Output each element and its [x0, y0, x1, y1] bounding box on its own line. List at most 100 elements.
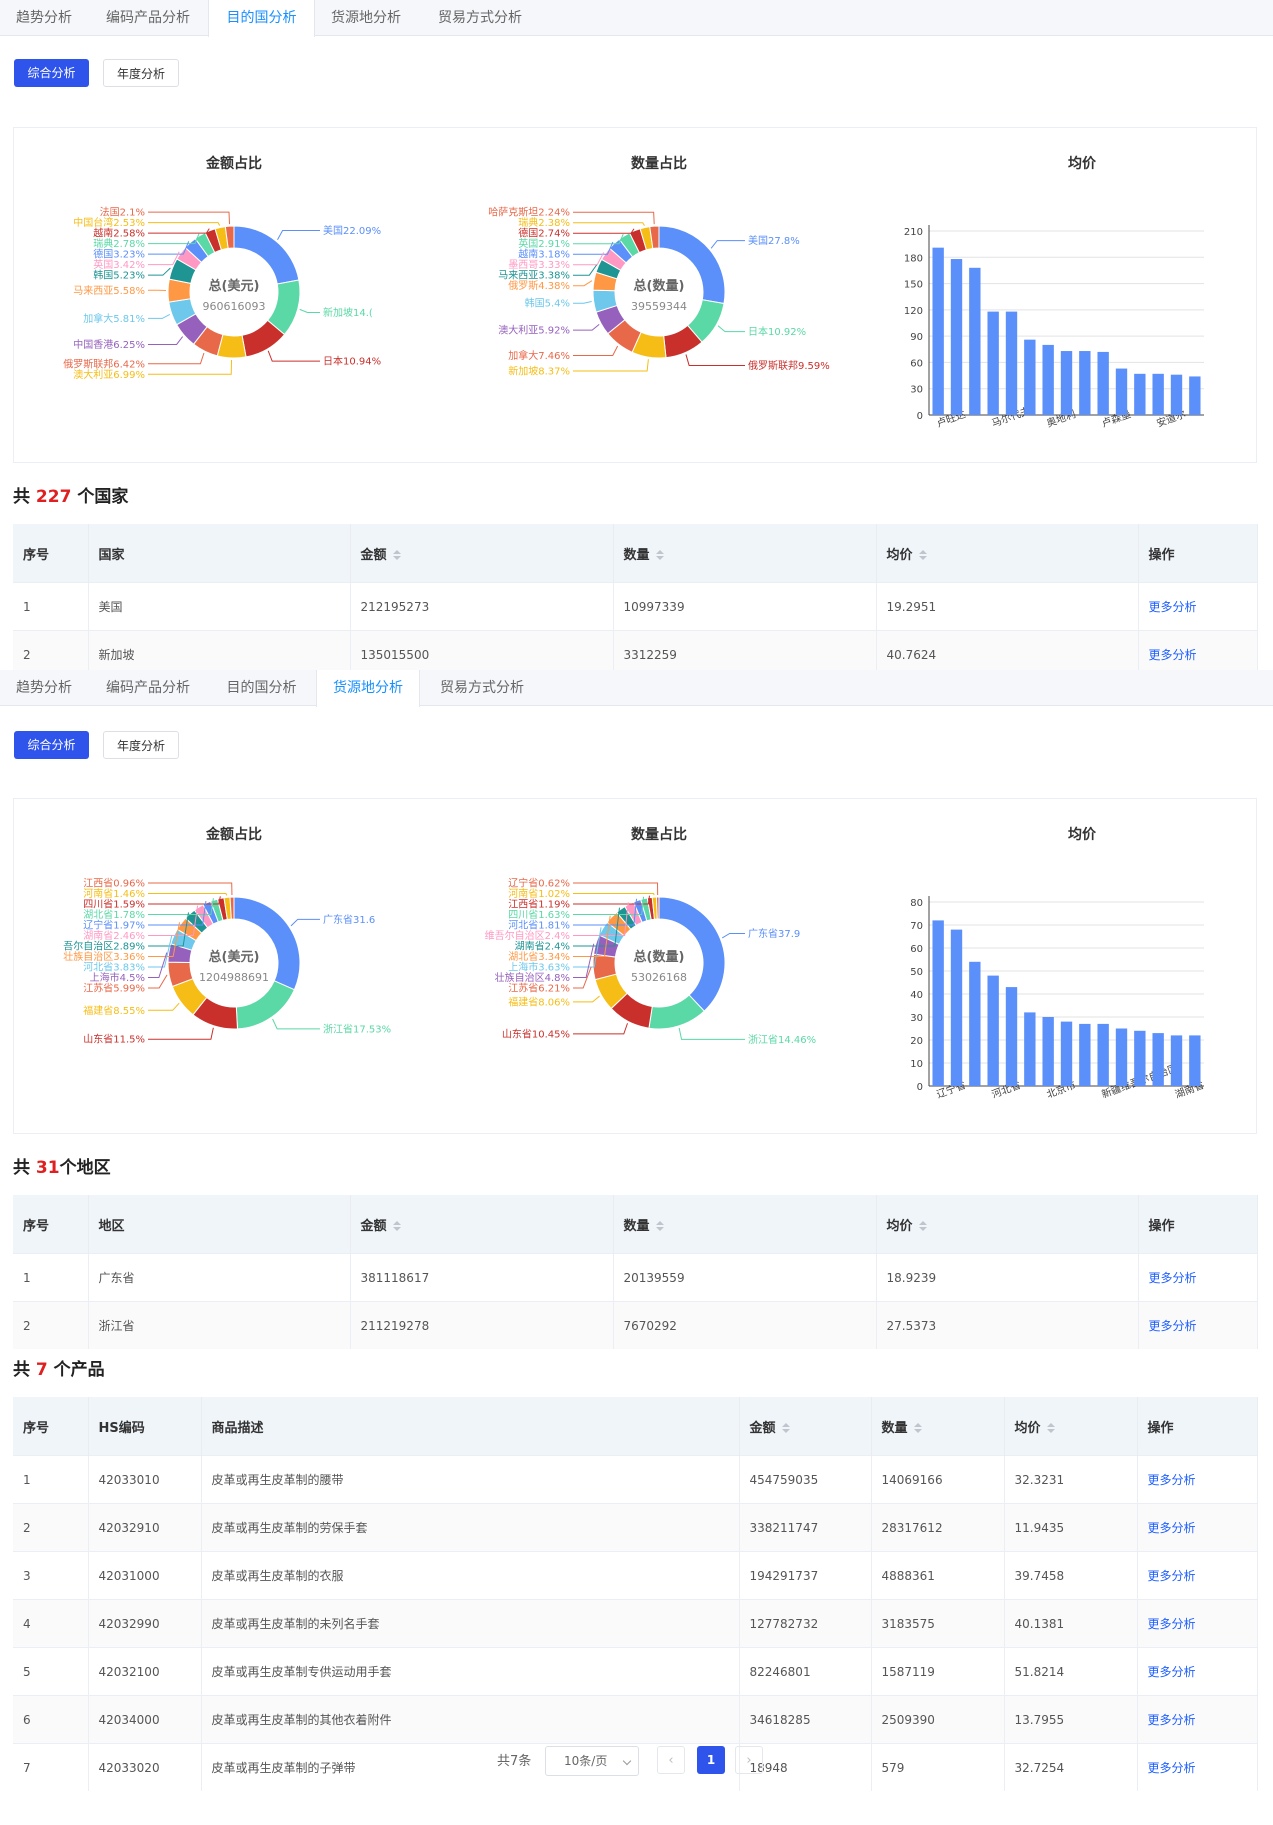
- table-cell: 42031000: [88, 1551, 202, 1600]
- sort-icon[interactable]: [1046, 1423, 1055, 1433]
- pie-slice-label: 英国3.42%: [93, 258, 145, 271]
- pie-slice-label: 江西省0.96%: [83, 877, 145, 890]
- tab-destination[interactable]: 目的国分析: [226, 680, 297, 696]
- bar: [1134, 373, 1146, 415]
- bar: [1060, 351, 1073, 415]
- y-tick-label: 80: [910, 898, 923, 909]
- label-leader-line: [148, 359, 233, 375]
- label-leader-line: [267, 350, 320, 362]
- tab-destination[interactable]: 目的国分析: [208, 0, 315, 37]
- yearly-analysis-button[interactable]: 年度分析: [103, 731, 179, 759]
- table-cell: 212195273: [350, 582, 614, 631]
- overall-analysis-button[interactable]: 综合分析: [14, 59, 89, 87]
- label-leader-line: [573, 264, 598, 276]
- bar: [1079, 351, 1091, 415]
- pie-slice-label: 澳大利亚6.99%: [73, 368, 145, 381]
- more-analysis-link[interactable]: 更多分析: [1137, 1455, 1258, 1504]
- label-leader-line: [148, 313, 171, 319]
- tab-trade-mode[interactable]: 贸易方式分析: [440, 680, 524, 696]
- sort-icon[interactable]: [655, 1221, 664, 1231]
- y-tick-label: 50: [910, 967, 923, 978]
- bar: [987, 311, 999, 415]
- more-analysis-link[interactable]: 更多分析: [1137, 1551, 1258, 1600]
- page-number-current[interactable]: 1: [697, 1746, 725, 1774]
- column-header[interactable]: 均价: [876, 1195, 1139, 1254]
- more-analysis-link[interactable]: 更多分析: [1138, 1253, 1258, 1302]
- tab-trend[interactable]: 趋势分析: [16, 680, 72, 696]
- tab-code-product[interactable]: 编码产品分析: [106, 680, 190, 696]
- table-cell: 454759035: [739, 1455, 872, 1504]
- sort-icon[interactable]: [918, 550, 927, 560]
- column-header[interactable]: 均价: [1004, 1397, 1138, 1456]
- label-leader-line: [685, 354, 745, 366]
- table-cell: 42032990: [88, 1599, 202, 1648]
- pie-slice: [658, 896, 726, 1012]
- table-cell: 皮革或再生皮革制的腰带: [201, 1455, 740, 1504]
- more-analysis-link[interactable]: 更多分析: [1137, 1743, 1258, 1791]
- more-analysis-link[interactable]: 更多分析: [1138, 1301, 1258, 1349]
- sort-icon[interactable]: [392, 1221, 401, 1231]
- table-cell: 美国: [88, 582, 351, 631]
- column-header[interactable]: 金额: [350, 1195, 614, 1254]
- column-header: 国家: [88, 524, 351, 583]
- chart-title: 金额占比: [205, 826, 262, 843]
- column-header[interactable]: 金额: [350, 524, 614, 583]
- bar: [1189, 1035, 1201, 1086]
- column-header: 地区: [88, 1195, 351, 1254]
- tab-source[interactable]: 货源地分析: [331, 10, 401, 26]
- pie-slice-label: 加拿大7.46%: [508, 349, 570, 362]
- more-analysis-link[interactable]: 更多分析: [1137, 1599, 1258, 1648]
- product-count: 7: [35, 1360, 48, 1380]
- overall-analysis-button[interactable]: 综合分析: [14, 731, 89, 759]
- bar: [1042, 344, 1054, 415]
- tab-trade-mode[interactable]: 贸易方式分析: [438, 10, 522, 26]
- table-cell: 18.9239: [876, 1253, 1139, 1302]
- more-analysis-link[interactable]: 更多分析: [1137, 1503, 1258, 1552]
- column-header: 商品描述: [201, 1397, 740, 1456]
- table-cell: 皮革或再生皮革制的劳保手套: [201, 1503, 740, 1552]
- pie-slice-label: 广东省37.9: [748, 927, 800, 940]
- pie-slice-label: 湖北省3.34%: [508, 950, 570, 963]
- y-tick-label: 30: [910, 385, 923, 396]
- label-leader-line: [573, 301, 592, 304]
- label-leader-line: [573, 896, 645, 916]
- tab-source[interactable]: 货源地分析: [316, 670, 420, 707]
- column-header[interactable]: 均价: [876, 524, 1139, 583]
- chart-title: 数量占比: [631, 155, 687, 172]
- more-analysis-link[interactable]: 更多分析: [1137, 1695, 1258, 1744]
- column-header[interactable]: 金额: [739, 1397, 872, 1456]
- page-size-select[interactable]: 10条/页: [545, 1746, 639, 1776]
- yearly-analysis-button[interactable]: 年度分析: [103, 59, 179, 87]
- column-header: 序号: [13, 524, 89, 583]
- column-header[interactable]: 数量: [871, 1397, 1005, 1456]
- pie-slice-label: 日本10.94%: [323, 355, 381, 368]
- pie-slice-label: 上海市3.63%: [508, 961, 570, 974]
- sort-icon[interactable]: [655, 550, 664, 560]
- label-leader-line: [272, 1018, 320, 1030]
- sort-icon[interactable]: [918, 1221, 927, 1231]
- label-leader-line: [148, 241, 190, 255]
- label-leader-line: [573, 898, 638, 926]
- y-tick-label: 60: [910, 944, 923, 955]
- prev-page-button[interactable]: ‹: [657, 1746, 685, 1774]
- sort-icon[interactable]: [913, 1423, 922, 1433]
- next-page-button[interactable]: ›: [735, 1746, 763, 1774]
- table-cell: 1: [13, 582, 89, 631]
- table-cell: 42032100: [88, 1647, 202, 1696]
- tab-code-product[interactable]: 编码产品分析: [106, 10, 190, 26]
- table-cell: 42032910: [88, 1503, 202, 1552]
- label-leader-line: [148, 233, 200, 245]
- table-cell: 32.3231: [1004, 1455, 1138, 1504]
- table-cell: 338211747: [739, 1503, 872, 1552]
- more-analysis-link[interactable]: 更多分析: [1137, 1647, 1258, 1696]
- y-tick-label: 20: [910, 1036, 923, 1047]
- column-header[interactable]: 数量: [613, 1195, 877, 1254]
- sort-icon[interactable]: [781, 1423, 790, 1433]
- sort-icon[interactable]: [392, 550, 401, 560]
- tab-trend[interactable]: 趋势分析: [16, 10, 72, 26]
- pie-slice-label: 壮族自治区4.8%: [495, 971, 570, 984]
- more-analysis-link[interactable]: 更多分析: [1138, 582, 1258, 631]
- table-cell: 27.5373: [876, 1301, 1139, 1349]
- column-header[interactable]: 数量: [613, 524, 877, 583]
- pie-slice-label: 山东省10.45%: [502, 1027, 570, 1040]
